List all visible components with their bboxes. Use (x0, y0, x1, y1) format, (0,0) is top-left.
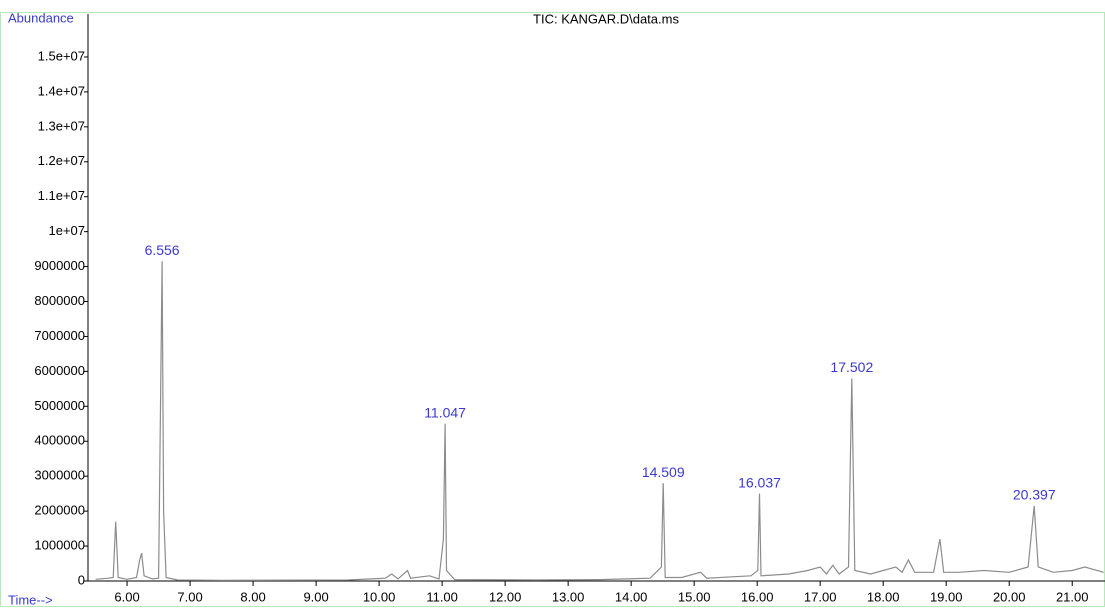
x-tick-label: 9.00 (303, 589, 328, 604)
x-tick-label: 20.00 (993, 589, 1026, 604)
y-tick-label: 1000000 (34, 538, 85, 553)
x-tick-label: 10.00 (363, 589, 396, 604)
trace (95, 261, 1104, 581)
x-tick-label: 13.00 (552, 589, 585, 604)
y-tick-label: 9000000 (34, 258, 85, 273)
x-tick-label: 16.00 (741, 589, 774, 604)
x-tick-label: 14.00 (615, 589, 648, 604)
y-tick-label: 7000000 (34, 328, 85, 343)
x-axis-label: Time--> (8, 592, 53, 607)
peak-label: 14.509 (642, 464, 685, 480)
x-tick-label: 15.00 (678, 589, 711, 604)
chart-title: TIC: KANGAR.D\data.ms (533, 11, 679, 26)
x-tick-label: 18.00 (867, 589, 900, 604)
y-tick-label: 1e+07 (48, 223, 85, 238)
y-tick-label: 3000000 (34, 468, 85, 483)
x-tick-label: 11.00 (426, 589, 458, 604)
frame (0, 12, 1105, 607)
y-tick-label: 1.1e+07 (38, 188, 85, 203)
x-tick-label: 17.00 (804, 589, 837, 604)
y-axis-label: Abundance (8, 10, 74, 25)
peak-label: 11.047 (424, 404, 466, 420)
x-tick-label: 19.00 (930, 589, 963, 604)
peak-label: 6.556 (145, 242, 180, 258)
peak-label: 17.502 (830, 359, 873, 375)
y-tick-label: 2000000 (34, 503, 85, 518)
x-tick-label: 6.00 (114, 589, 139, 604)
y-tick-label: 1.3e+07 (38, 118, 85, 133)
peak-label: 16.037 (738, 474, 781, 490)
peak-label: 20.397 (1013, 487, 1056, 503)
y-tick-label: 8000000 (34, 293, 85, 308)
y-tick-label: 5000000 (34, 398, 85, 413)
y-tick-label: 1.4e+07 (38, 83, 85, 98)
x-tick-label: 7.00 (177, 589, 202, 604)
y-tick-label: 4000000 (34, 433, 85, 448)
x-tick-label: 8.00 (240, 589, 265, 604)
y-tick-label: 1.5e+07 (38, 48, 85, 63)
y-tick-label: 1.2e+07 (38, 153, 85, 168)
x-tick-label: 12.00 (489, 589, 522, 604)
x-tick-label: 21.00 (1056, 589, 1089, 604)
y-tick-label: 6000000 (34, 363, 85, 378)
y-tick-label: 0 (78, 572, 85, 587)
